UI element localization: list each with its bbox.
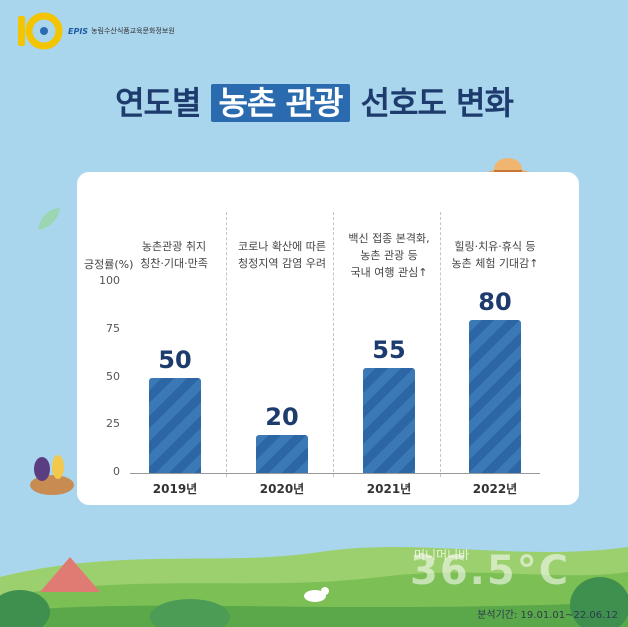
title-highlight: 농촌 관광	[210, 84, 351, 122]
note-text: 코로나 확산에 따른 청정지역 감염 우려	[238, 240, 326, 270]
y-tick-label: 0	[113, 465, 120, 478]
y-tick-label: 50	[106, 369, 120, 383]
bar	[469, 320, 521, 473]
bar-value-label: 20	[265, 402, 299, 431]
bar-value-label: 55	[372, 335, 406, 364]
y-axis-label: 긍정률(%)	[84, 258, 134, 271]
x-tick-label: 2022년	[472, 482, 518, 496]
note-text: 농촌관광 취지 칭찬·기대·만족	[140, 240, 208, 270]
dog-icon	[304, 587, 329, 602]
divider	[333, 212, 334, 477]
bar-value-label: 80	[478, 288, 512, 317]
x-tick-label: 2019년	[152, 482, 198, 496]
x-axis-line	[130, 473, 540, 474]
bar	[363, 367, 415, 473]
y-tick-label: 75	[106, 321, 120, 335]
analysis-period: 분석기간: 19.01.01~22.06.12	[477, 610, 618, 621]
y-tick-label: 100	[99, 274, 120, 287]
bar	[149, 377, 201, 473]
vegetable-basket-icon	[30, 455, 74, 495]
divider	[440, 212, 441, 477]
x-tick-label: 2021년	[366, 482, 412, 496]
bar	[256, 434, 308, 473]
watermark: 36.5°C	[410, 548, 571, 594]
note-2021: 백신 접종 본격화, 농촌 관광 등 국내 여행 관심↑	[339, 230, 439, 281]
anniversary-10-logo-icon	[18, 12, 63, 50]
watermark-small: 머니머니바	[414, 548, 470, 562]
bar-value-label: 50	[158, 345, 192, 374]
title-before: 연도별	[115, 84, 211, 122]
divider	[226, 212, 227, 477]
logo-org: 농림수산식품교육문화정보원	[91, 27, 175, 35]
note-2019: 농촌관광 취지 칭찬·기대·만족	[124, 238, 224, 272]
leaf-icon	[38, 208, 60, 230]
note-text: 힐링·치유·휴식 등 농촌 체험 기대감↑	[451, 240, 539, 270]
x-tick-label: 2020년	[259, 482, 305, 496]
logo-brand: EPIS	[68, 26, 89, 36]
title-after: 선호도 변화	[350, 84, 514, 122]
note-2022: 힐링·치유·휴식 등 농촌 체험 기대감↑	[445, 238, 545, 272]
logo: EPIS 농림수산식품교육문화정보원	[14, 10, 175, 52]
page-title: 연도별 농촌 관광 선호도 변화	[0, 78, 628, 124]
y-tick-label: 25	[106, 417, 120, 431]
note-2020: 코로나 확산에 따른 청정지역 감염 우려	[232, 238, 332, 272]
note-text: 백신 접종 본격화, 농촌 관광 등 국내 여행 관심↑	[348, 232, 430, 279]
